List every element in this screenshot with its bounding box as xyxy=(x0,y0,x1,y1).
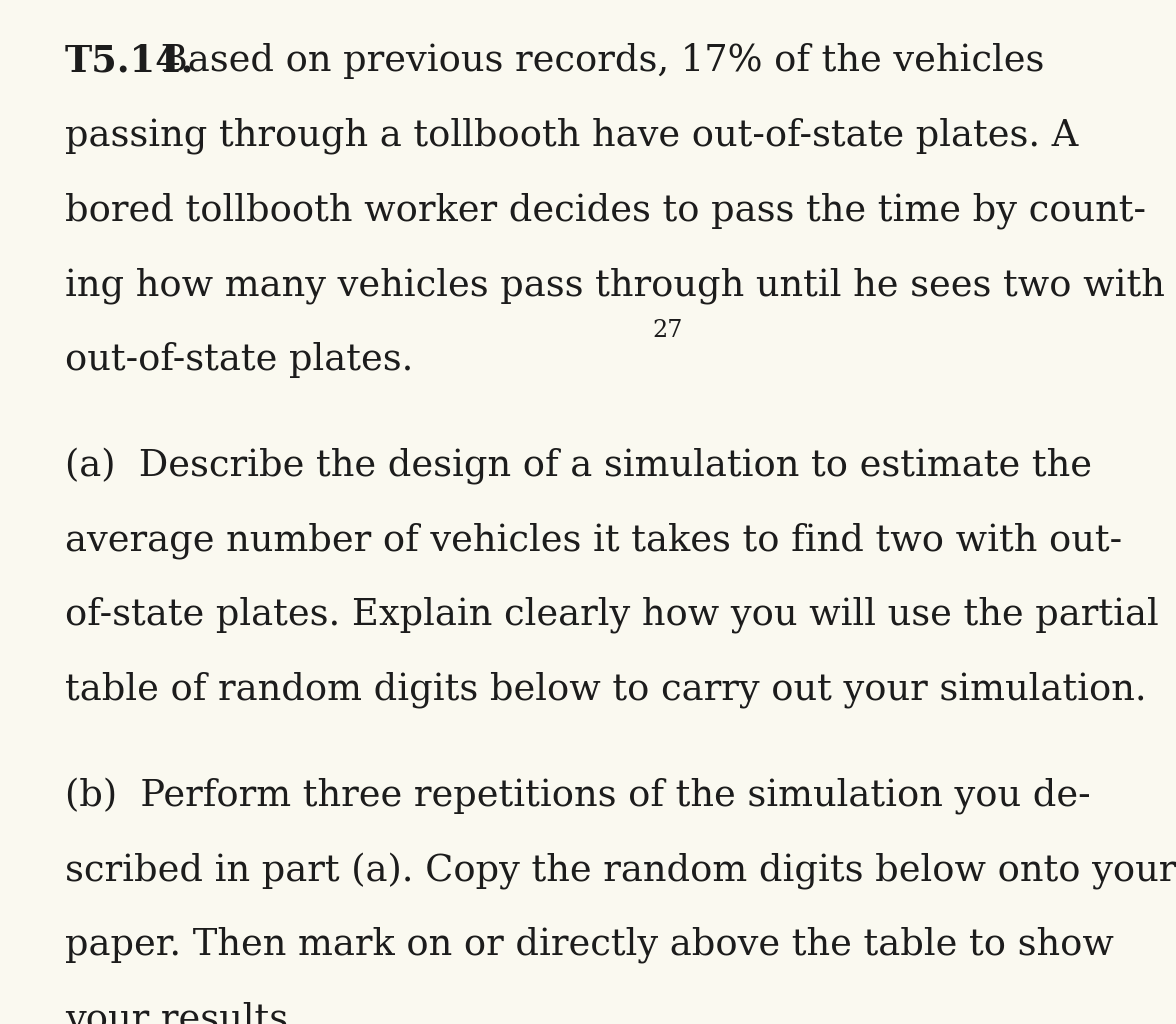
Text: 27: 27 xyxy=(653,319,683,342)
Text: (b)  Perform three repetitions of the simulation you de-: (b) Perform three repetitions of the sim… xyxy=(65,777,1090,814)
Text: paper. Then mark on or directly above the table to show: paper. Then mark on or directly above th… xyxy=(65,927,1114,964)
Text: Based on previous records, 17% of the vehicles: Based on previous records, 17% of the ve… xyxy=(149,43,1044,79)
Text: of-state plates. Explain clearly how you will use the partial: of-state plates. Explain clearly how you… xyxy=(65,597,1158,634)
Text: ing how many vehicles pass through until he sees two with: ing how many vehicles pass through until… xyxy=(65,267,1164,304)
Text: bored tollbooth worker decides to pass the time by count-: bored tollbooth worker decides to pass t… xyxy=(65,193,1145,229)
Text: (a)  Describe the design of a simulation to estimate the: (a) Describe the design of a simulation … xyxy=(65,447,1091,484)
Text: passing through a tollbooth have out-of-state plates. A: passing through a tollbooth have out-of-… xyxy=(65,118,1078,155)
Text: average number of vehicles it takes to find two with out-: average number of vehicles it takes to f… xyxy=(65,522,1122,559)
Text: your results.: your results. xyxy=(65,1001,300,1024)
Text: scribed in part (a). Copy the random digits below onto your: scribed in part (a). Copy the random dig… xyxy=(65,852,1176,889)
Text: out-of-state plates.: out-of-state plates. xyxy=(65,342,413,378)
Text: table of random digits below to carry out your simulation.: table of random digits below to carry ou… xyxy=(65,672,1147,709)
Text: T5.14.: T5.14. xyxy=(65,43,194,79)
